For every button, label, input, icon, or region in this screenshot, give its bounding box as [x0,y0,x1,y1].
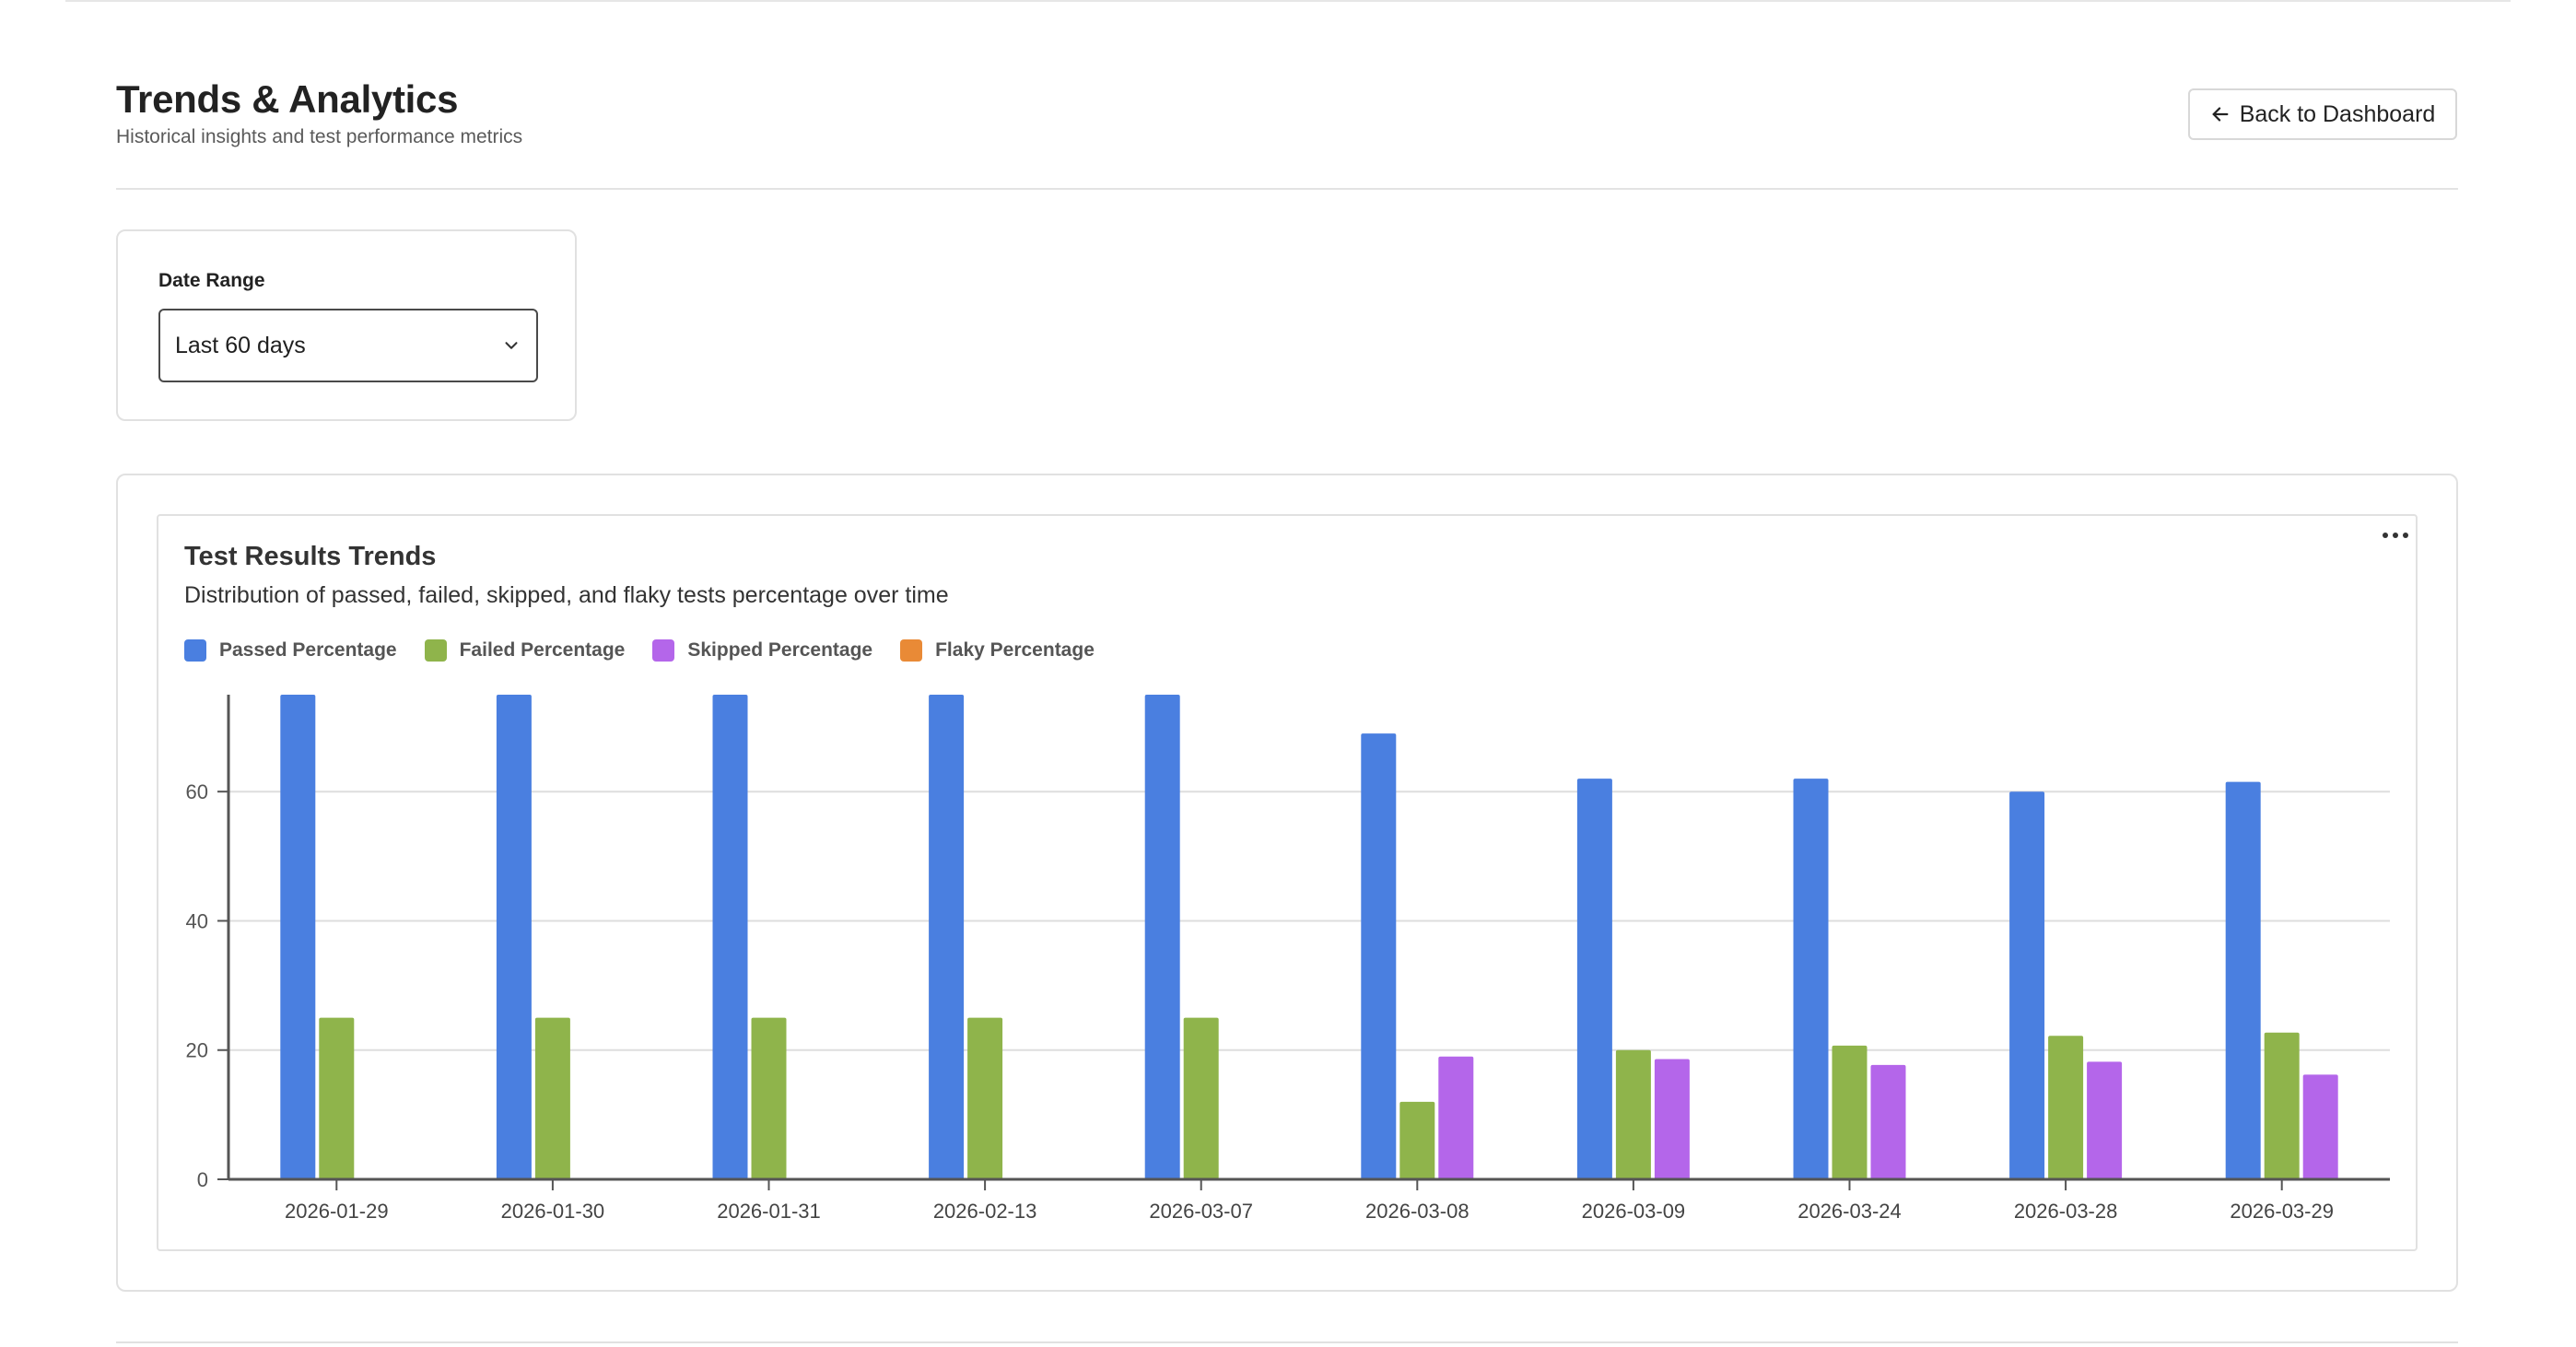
more-options-icon[interactable] [2379,521,2412,549]
legend-label-skipped: Skipped Percentage [687,639,873,661]
date-range-value: Last 60 days [175,332,306,358]
legend-item-failed[interactable]: Failed Percentage [424,639,626,662]
back-button-label: Back to Dashboard [2239,100,2436,127]
date-range-filter-card: Date Range Last 60 days [116,229,577,421]
legend-item-flaky[interactable]: Flaky Percentage [900,639,1095,662]
top-border [65,0,2511,2]
page-title: Trends & Analytics [116,77,459,121]
legend-label-flaky: Flaky Percentage [935,639,1095,661]
legend-swatch-failed [424,639,447,662]
legend-label-passed: Passed Percentage [219,639,397,661]
chevron-down-icon [505,342,518,349]
chart-subtitle: Distribution of passed, failed, skipped,… [184,582,949,608]
legend-swatch-flaky [900,639,923,662]
chart-legend: Passed Percentage Failed Percentage Skip… [184,639,1095,662]
back-to-dashboard-button[interactable]: Back to Dashboard [2188,88,2457,140]
legend-label-failed: Failed Percentage [459,639,626,661]
legend-item-skipped[interactable]: Skipped Percentage [652,639,872,662]
legend-swatch-skipped [652,639,675,662]
next-card-top-edge [116,1341,2458,1347]
legend-swatch-passed [184,639,206,662]
date-range-select[interactable]: Last 60 days [158,309,538,382]
date-range-label: Date Range [158,270,265,291]
legend-item-passed[interactable]: Passed Percentage [184,639,397,662]
page-subtitle: Historical insights and test performance… [116,126,523,147]
chart-panel [157,514,2418,1251]
arrow-left-icon [2212,107,2229,122]
chart-title: Test Results Trends [184,542,437,571]
header-divider [116,188,2458,190]
